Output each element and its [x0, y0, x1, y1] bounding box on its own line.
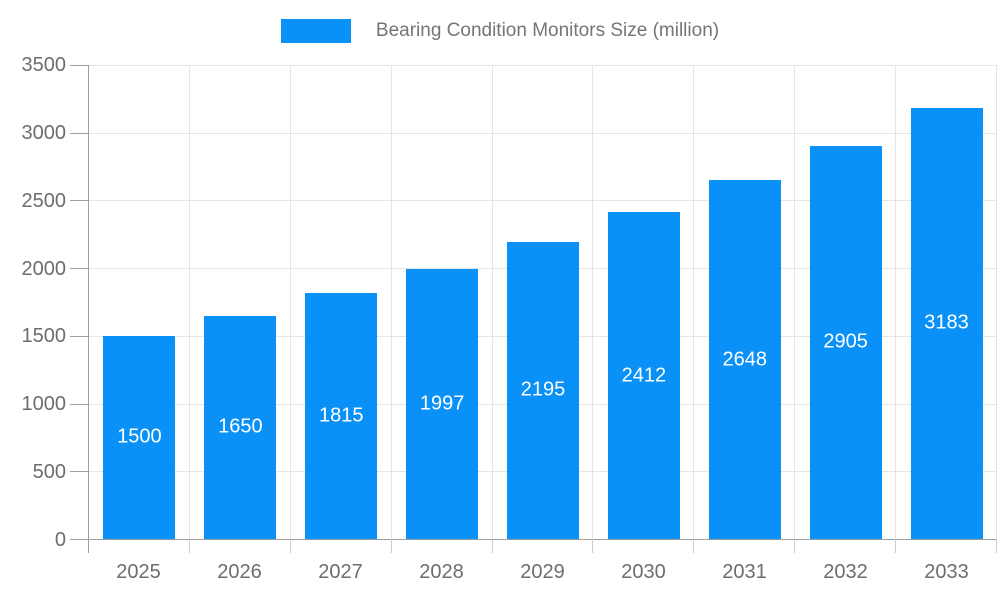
y-tick	[70, 268, 88, 270]
bar[interactable]: 2905	[809, 145, 882, 539]
x-tick	[289, 539, 291, 553]
bar[interactable]: 1997	[406, 268, 479, 539]
y-tick	[70, 65, 88, 66]
bar-value-label: 1500	[117, 425, 162, 448]
x-tick-label: 2030	[621, 561, 666, 583]
y-tick	[70, 471, 88, 473]
y-tick-label: 3000	[21, 121, 67, 144]
bar[interactable]: 1650	[204, 315, 277, 539]
v-gridline	[996, 65, 997, 539]
h-gridline	[89, 65, 997, 66]
x-tick	[592, 539, 594, 553]
x-tick-label: 2026	[217, 561, 262, 583]
legend[interactable]: Bearing Condition Monitors Size (million…	[0, 14, 1000, 48]
x-tick-label: 2033	[924, 561, 969, 583]
bar-value-label: 1997	[419, 392, 465, 415]
y-tick-label: 2500	[21, 189, 67, 212]
x-tick	[390, 539, 392, 553]
legend-label: Bearing Condition Monitors Size (million…	[375, 20, 720, 41]
bar[interactable]: 2195	[507, 241, 579, 539]
x-tick	[188, 539, 190, 553]
h-gridline	[89, 200, 997, 202]
bar-value-label: 1650	[218, 415, 263, 438]
x-tick	[996, 539, 997, 553]
x-tick-label: 2025	[116, 561, 161, 583]
h-gridline	[89, 132, 997, 134]
bar-value-label: 3183	[924, 311, 969, 334]
bar-value-label: 2905	[823, 330, 868, 353]
x-tick-label: 2028	[419, 561, 464, 583]
v-gridline	[794, 65, 796, 539]
y-tick-label: 1500	[21, 325, 67, 348]
bar-value-label: 1815	[318, 404, 364, 427]
bar[interactable]: 1815	[305, 293, 378, 539]
x-tick-label: 2029	[520, 561, 565, 583]
y-tick	[70, 200, 88, 202]
bar[interactable]: 2648	[708, 180, 781, 539]
v-gridline	[390, 65, 392, 539]
v-gridline	[592, 65, 594, 539]
v-gridline	[491, 65, 493, 539]
y-tick	[70, 539, 88, 540]
y-tick-label: 1000	[21, 393, 67, 416]
bar[interactable]: 1500	[103, 335, 176, 539]
v-gridline	[188, 65, 190, 539]
x-axis-labels: 2025 2026 2027 2028 2029 2030 2031 2032 2033	[88, 558, 997, 588]
x-tick	[794, 539, 796, 553]
plot-area: 1500 1650 1815 1997 2195 2412 2648 2905 3183	[70, 65, 997, 553]
y-axis-labels: 0 500 1000 1500 2000 2500 3000 3500	[0, 54, 67, 551]
bar-value-label: 2412	[621, 364, 667, 387]
legend-swatch	[280, 19, 351, 43]
bar[interactable]: 3183	[910, 107, 983, 539]
y-tick-label: 3500	[21, 54, 67, 76]
v-gridline	[693, 65, 695, 539]
x-tick	[88, 539, 89, 553]
bar-value-label: 2648	[722, 348, 768, 371]
x-tick-label: 2031	[722, 561, 767, 583]
y-tick	[70, 335, 88, 337]
y-tick-label: 0	[54, 529, 66, 551]
y-tick-label: 2000	[21, 257, 67, 280]
x-tick-label: 2032	[823, 561, 868, 583]
x-tick	[693, 539, 695, 553]
x-tick	[491, 539, 493, 553]
v-gridline	[289, 65, 291, 539]
y-tick-label: 500	[32, 461, 66, 484]
x-tick-label: 2027	[318, 561, 363, 583]
y-tick	[70, 132, 88, 134]
bar[interactable]: 2412	[607, 212, 680, 539]
x-tick	[895, 539, 897, 553]
y-tick	[70, 403, 88, 405]
v-gridline	[895, 65, 897, 539]
bar-value-label: 2195	[520, 378, 566, 401]
